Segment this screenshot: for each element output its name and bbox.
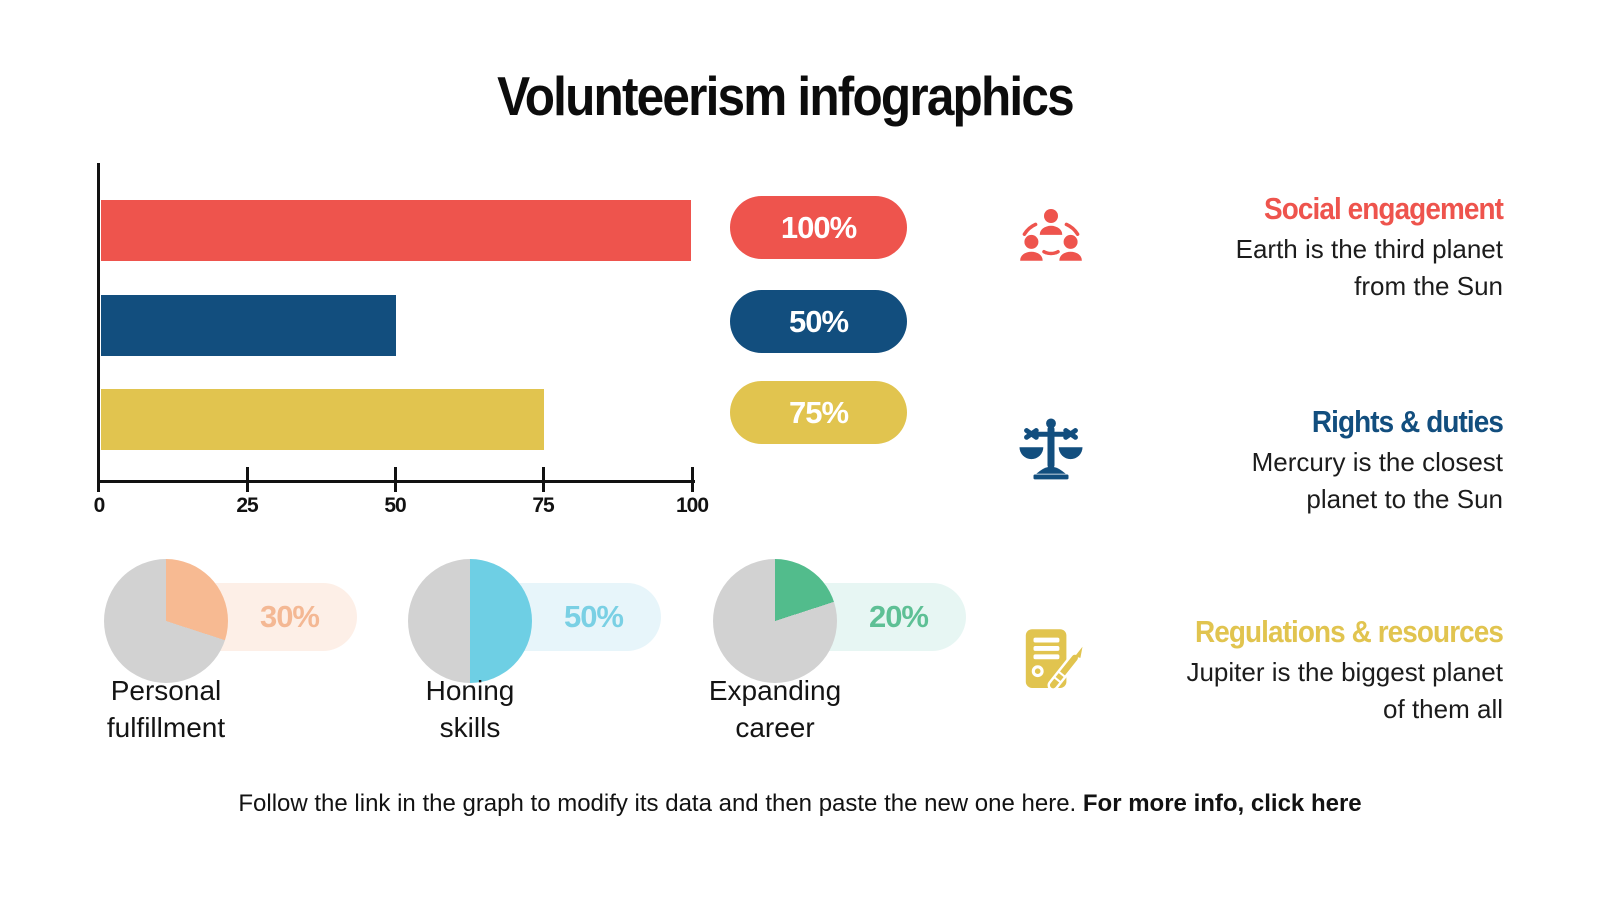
legend-text-line: planet to the Sun (1306, 484, 1503, 514)
pie-percent-label: 30% (259, 599, 320, 634)
pie-caption-line: fulfillment (106, 712, 226, 743)
pie-percent-label: 50% (563, 599, 624, 634)
x-tick-label: 100 (675, 494, 709, 517)
value-pill-label: 50% (788, 303, 849, 339)
bar-rights-duties (101, 295, 396, 356)
x-tick-0 (97, 467, 100, 492)
legend-title: Regulations & resources (1195, 614, 1504, 649)
bar-chart-y-axis (97, 163, 100, 483)
pie-caption-line: Honing (425, 675, 515, 706)
x-tick-label: 25 (236, 494, 258, 517)
legend-title: Social engagement (1264, 191, 1504, 226)
pie-chart-30 (104, 559, 228, 683)
legend-title: Rights & duties (1311, 404, 1504, 439)
x-tick-75 (542, 467, 545, 492)
page-title: Volunteerism infographics (497, 65, 1074, 127)
x-tick-50 (394, 467, 397, 492)
bar-regulations-resources (101, 389, 544, 450)
pie-caption-line: Personal (110, 675, 222, 706)
legend-text-line: Earth is the third planet (1235, 234, 1503, 264)
value-pill-label: 100% (780, 209, 857, 245)
x-tick-100 (691, 467, 694, 492)
x-tick-label: 50 (384, 494, 406, 517)
document-pen-icon (1016, 625, 1086, 695)
footer-note: Follow the link in the graph to modify i… (0, 790, 1600, 818)
justice-scales-icon (1016, 415, 1086, 485)
value-pill-75: 75% (730, 381, 907, 444)
pie-caption-line: career (735, 712, 815, 743)
people-network-icon (1016, 202, 1086, 272)
legend-text-line: from the Sun (1354, 271, 1503, 301)
legend-text-line: Mercury is the closest (1251, 447, 1503, 477)
pie-caption-line: skills (439, 712, 501, 743)
pie-chart-50 (408, 559, 532, 683)
x-tick-label: 0 (93, 494, 106, 517)
x-tick-label: 75 (532, 494, 554, 517)
x-tick-25 (246, 467, 249, 492)
value-pill-50: 50% (730, 290, 907, 353)
value-pill-label: 75% (788, 394, 849, 430)
bar-social-engagement (101, 200, 691, 261)
pie-caption-line: Expanding (708, 675, 842, 706)
pie-chart-20 (713, 559, 837, 683)
footer-text: Follow the link in the graph to modify i… (238, 790, 1083, 817)
more-info-link[interactable]: For more info, click here (1082, 790, 1362, 817)
legend-text-line: Jupiter is the biggest planet (1186, 657, 1503, 687)
legend-text-line: of them all (1383, 694, 1503, 724)
pie-percent-label: 20% (868, 599, 929, 634)
value-pill-100: 100% (730, 196, 907, 259)
